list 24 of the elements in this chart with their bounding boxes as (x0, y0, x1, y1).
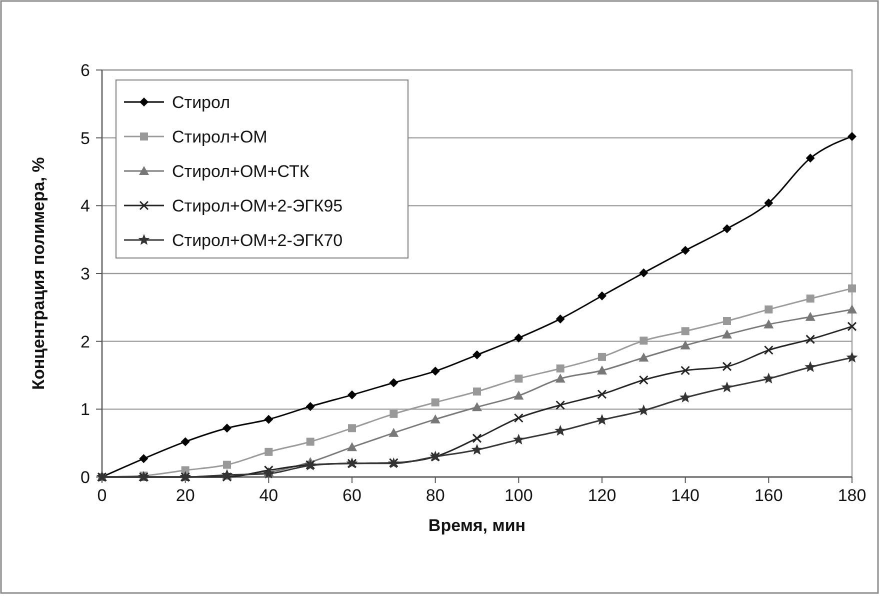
x-tick-label: 180 (838, 486, 866, 505)
legend-label: Стирол+ОМ+2-ЭГК95 (172, 196, 343, 216)
y-tick-label: 0 (80, 468, 90, 487)
legend-label: Стирол (172, 93, 230, 112)
legend-label: Стирол+ОМ+2-ЭГК70 (172, 231, 343, 250)
x-axis-title: Время, мин (428, 516, 526, 535)
x-tick-label: 100 (504, 486, 533, 505)
x-tick-label: 160 (754, 486, 783, 505)
legend-label: Стирол+ОМ (172, 128, 268, 146)
x-tick-label: 40 (259, 486, 278, 505)
x-tick-label: 0 (97, 486, 107, 505)
x-tick-label: 20 (176, 486, 195, 505)
legend-label: Стирол+ОМ+СТК (172, 162, 310, 181)
y-tick-label: 1 (80, 400, 90, 420)
y-tick-label: 3 (80, 264, 90, 284)
y-tick-label: 2 (80, 332, 90, 352)
x-tick-label: 120 (588, 486, 616, 505)
y-tick-label: 6 (80, 61, 90, 80)
x-tick-label: 140 (671, 486, 700, 505)
y-tick-label: 4 (80, 196, 90, 216)
x-tick-label: 80 (426, 486, 445, 505)
x-tick-label: 60 (342, 486, 362, 505)
y-tick-label: 5 (80, 128, 90, 148)
y-axis-title: Концентрация полимера, % (29, 157, 48, 390)
